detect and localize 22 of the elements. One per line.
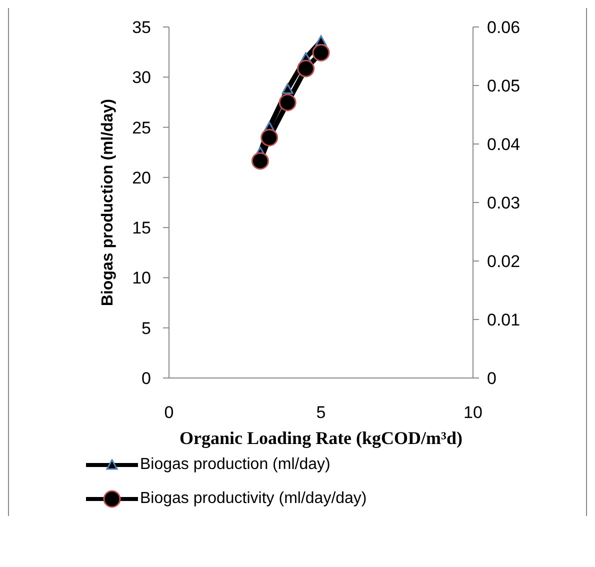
y-axis-title: Biogas production (ml/day) xyxy=(100,98,117,306)
y-tick-label: 30 xyxy=(132,68,151,88)
y-tick-label: 25 xyxy=(132,118,151,138)
legend-label: Biogas production (ml/day) xyxy=(140,456,330,474)
y2-tick-label: 0.03 xyxy=(487,194,520,213)
legend-label: Biogas productivity (ml/day/day) xyxy=(140,490,367,508)
y-tick-label: 20 xyxy=(132,168,151,188)
x-axis-title: Organic Loading Rate (kgCOD/m³d) xyxy=(180,428,462,448)
y2-tick-label: 0 xyxy=(487,369,496,388)
y2-tick-label: 0.06 xyxy=(487,18,520,38)
y2-tick-label: 0.01 xyxy=(487,310,520,330)
y-tick-label: 5 xyxy=(142,318,151,338)
y2-tick-label: 0.05 xyxy=(487,76,520,96)
y-tick-label: 10 xyxy=(132,268,151,288)
y-tick-label: 15 xyxy=(132,218,151,238)
y2-tick-label: 0.02 xyxy=(487,252,520,272)
x-tick-label: 5 xyxy=(316,403,326,422)
y-tick-label: 35 xyxy=(132,18,151,38)
x-tick-label: 10 xyxy=(464,403,482,422)
y2-tick-label: 0.04 xyxy=(487,135,520,154)
x-tick-label: 0 xyxy=(164,403,174,422)
y-tick-label: 0 xyxy=(142,369,151,388)
